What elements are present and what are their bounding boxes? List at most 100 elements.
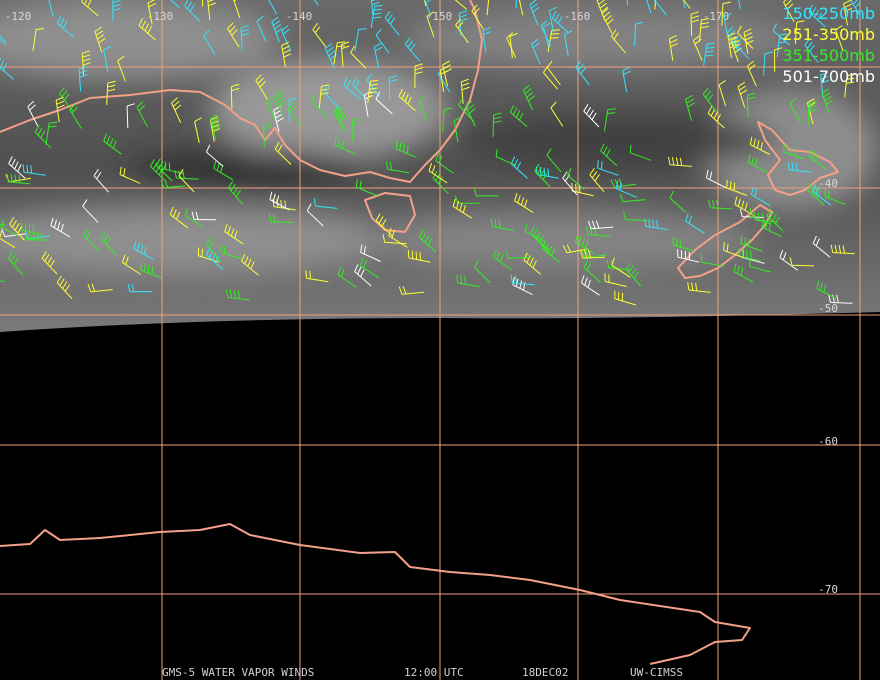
wind-barb (119, 166, 141, 184)
wind-barb (41, 251, 58, 275)
wind-barb (763, 51, 773, 76)
wind-barb (82, 199, 99, 223)
wind-barb (843, 0, 853, 26)
footer-text: GMS-5 WATER VAPOR WINDS (162, 666, 314, 679)
wind-barb (100, 232, 118, 256)
wind-barb (687, 282, 711, 293)
wind-barb (367, 79, 379, 104)
wind-barb (230, 83, 240, 109)
wind-barb (207, 0, 216, 20)
wind-barb (541, 240, 560, 263)
latitude-label: -60 (818, 435, 838, 448)
wind-barb (601, 8, 614, 34)
wind-barb (56, 15, 75, 38)
wind-barb (828, 294, 853, 304)
longitude-label: -130 (147, 10, 174, 23)
wind-barb (335, 106, 346, 133)
wind-barb (531, 38, 541, 65)
footer-text: 12:00 UTC (404, 666, 464, 679)
latitude-label: -50 (818, 302, 838, 315)
wind-barb (94, 26, 106, 53)
wind-barb (849, 0, 862, 17)
wind-barb (147, 0, 157, 25)
wind-barb (575, 60, 590, 86)
wind-barb (562, 244, 589, 254)
wind-barb (281, 25, 292, 52)
wind-barb (776, 33, 788, 57)
wind-barb (375, 91, 393, 115)
footer-text: 18DEC02 (522, 666, 568, 679)
wind-barb (471, 4, 484, 30)
wind-barb (456, 274, 480, 287)
wind-barb (225, 289, 250, 301)
wind-barb (0, 218, 19, 237)
wind-barb (255, 74, 268, 100)
wind-barb (407, 249, 431, 263)
wind-barb (721, 1, 731, 26)
wind-barb (325, 43, 337, 69)
wind-barb (482, 27, 491, 53)
wind-barb (424, 0, 432, 17)
wind-barb (510, 274, 535, 286)
wind-barb (583, 104, 600, 128)
wind-barb (27, 100, 39, 127)
wind-barb (625, 262, 642, 287)
wind-barb (262, 122, 272, 148)
wind-barb (213, 160, 233, 181)
wind-barb (121, 254, 141, 275)
wind-barb (586, 226, 610, 237)
wind-barb (452, 198, 473, 219)
wind-barb (318, 84, 330, 109)
wind-barb (506, 32, 517, 59)
wind-barb (535, 166, 559, 179)
wind-barb (340, 41, 350, 67)
wind-barb (685, 213, 705, 234)
wind-barb (453, 116, 462, 143)
wind-barb (126, 103, 135, 128)
wind-barb (706, 169, 727, 189)
wind-barb (271, 16, 283, 43)
wind-barb (812, 235, 831, 258)
wind-barb (514, 193, 534, 214)
wind-barb (808, 4, 826, 28)
wind-barb (288, 97, 297, 123)
wind-barb (597, 160, 619, 176)
wind-barb (45, 121, 58, 145)
wind-barb (820, 71, 830, 98)
wind-barb (0, 57, 15, 80)
wind-barb (547, 29, 560, 53)
wind-barb (824, 188, 846, 205)
wind-barb (626, 0, 629, 6)
wind-barb (351, 117, 361, 143)
wind-barb (360, 244, 381, 262)
wind-barb (210, 114, 221, 141)
wind-barb (653, 0, 667, 16)
wind-barb (550, 101, 564, 127)
wind-barb (495, 148, 517, 167)
wind-barb (210, 116, 221, 142)
wind-barb (310, 94, 328, 118)
wind-barb (418, 229, 437, 253)
wind-barb (312, 22, 327, 48)
wind-barb (268, 0, 278, 15)
wind-barb (34, 124, 52, 149)
wind-barb (542, 22, 551, 49)
wind-barb (761, 219, 783, 238)
wind-barb (273, 105, 284, 132)
wind-barb (486, 0, 490, 16)
wind-barb (474, 260, 491, 284)
wind-barb (206, 238, 222, 263)
wind-barb (743, 28, 754, 54)
wind-barb (370, 4, 383, 29)
wind-barb (69, 103, 82, 129)
wind-barb (619, 193, 646, 203)
wind-barb (580, 249, 605, 259)
legend: 150-250mb 251-350mb 351-500mb 501-700mb (782, 4, 875, 86)
wind-barb (740, 235, 763, 252)
wind-barb (779, 249, 799, 271)
wind-barb (454, 195, 480, 204)
wind-barb (0, 230, 16, 249)
wind-barb (685, 94, 695, 121)
wind-barb (789, 257, 815, 267)
wind-barb (540, 20, 552, 46)
